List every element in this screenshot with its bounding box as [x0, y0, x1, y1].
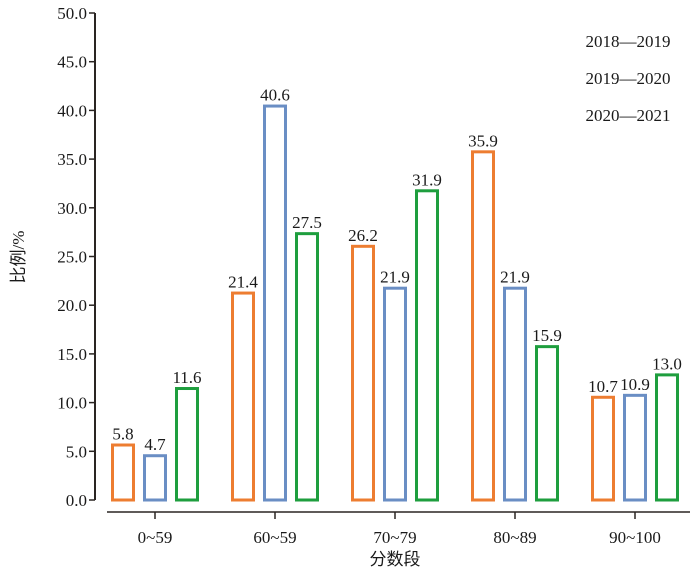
data-label: 27.5: [292, 213, 322, 232]
data-label: 10.7: [588, 377, 618, 396]
y-tick-label: 0.0: [66, 491, 87, 510]
y-axis: 0.0 5.0 10.0 15.0 20.0 25.0 30.0 35.0 40.0 45.0 50…: [57, 4, 96, 510]
y-tick-label: 35.0: [57, 150, 87, 169]
data-label: 40.6: [260, 86, 290, 105]
data-label: 13.0: [652, 354, 682, 373]
legend-entry: 2020—2021: [586, 106, 671, 125]
data-labels: 5.8 21.4 26.2 35.9 10.7 4.7 40.6 21.9 21.9 10.9 11…: [112, 86, 682, 455]
bar: [471, 150, 495, 502]
data-label: 35.9: [468, 131, 498, 150]
bar: [655, 373, 679, 502]
bar: [415, 189, 439, 502]
data-label: 11.6: [172, 368, 201, 387]
bar: [175, 387, 199, 502]
bar: [535, 345, 559, 502]
data-label: 5.8: [112, 425, 133, 444]
bar: [623, 393, 647, 502]
y-tick-label: 10.0: [57, 394, 87, 413]
y-tick-label: 5.0: [66, 442, 87, 461]
legend-entry: 2018—2019: [586, 32, 671, 51]
y-tick-label: 50.0: [57, 4, 87, 23]
bar: [143, 454, 167, 502]
x-tick-label: 90~100: [609, 528, 661, 547]
x-axis: 0~59 60~59 70~79 80~89 90~100: [107, 511, 690, 547]
data-label: 4.7: [144, 435, 166, 454]
y-tick-label: 15.0: [57, 345, 87, 364]
y-tick-label: 45.0: [57, 53, 87, 72]
y-tick-label: 25.0: [57, 248, 87, 267]
bar: [503, 286, 527, 502]
y-axis-title: 比例/%: [9, 231, 28, 284]
x-tick-label: 60~59: [253, 528, 296, 547]
bar: [351, 244, 375, 502]
x-tick-label: 70~79: [373, 528, 416, 547]
bar: [383, 286, 407, 502]
y-tick-label: 20.0: [57, 296, 87, 315]
bar: [295, 232, 319, 502]
bar: [263, 104, 287, 502]
legend-entry: 2019—2020: [586, 69, 671, 88]
y-tick-label: 30.0: [57, 199, 87, 218]
data-label: 21.9: [500, 268, 530, 287]
bar: [111, 443, 135, 502]
bar: [591, 395, 615, 502]
x-axis-title: 分数段: [370, 550, 421, 569]
x-tick-label: 0~59: [138, 528, 173, 547]
legend: 2018—2019 2019—2020 2020—2021: [586, 32, 671, 125]
data-label: 10.9: [620, 375, 650, 394]
data-label: 31.9: [412, 170, 442, 189]
data-label: 26.2: [348, 226, 378, 245]
bar: [231, 291, 255, 502]
data-label: 15.9: [532, 326, 562, 345]
bars: [111, 104, 679, 502]
data-label: 21.4: [228, 273, 258, 292]
x-tick-label: 80~89: [493, 528, 536, 547]
y-tick-label: 40.0: [57, 101, 87, 120]
data-label: 21.9: [380, 268, 410, 287]
